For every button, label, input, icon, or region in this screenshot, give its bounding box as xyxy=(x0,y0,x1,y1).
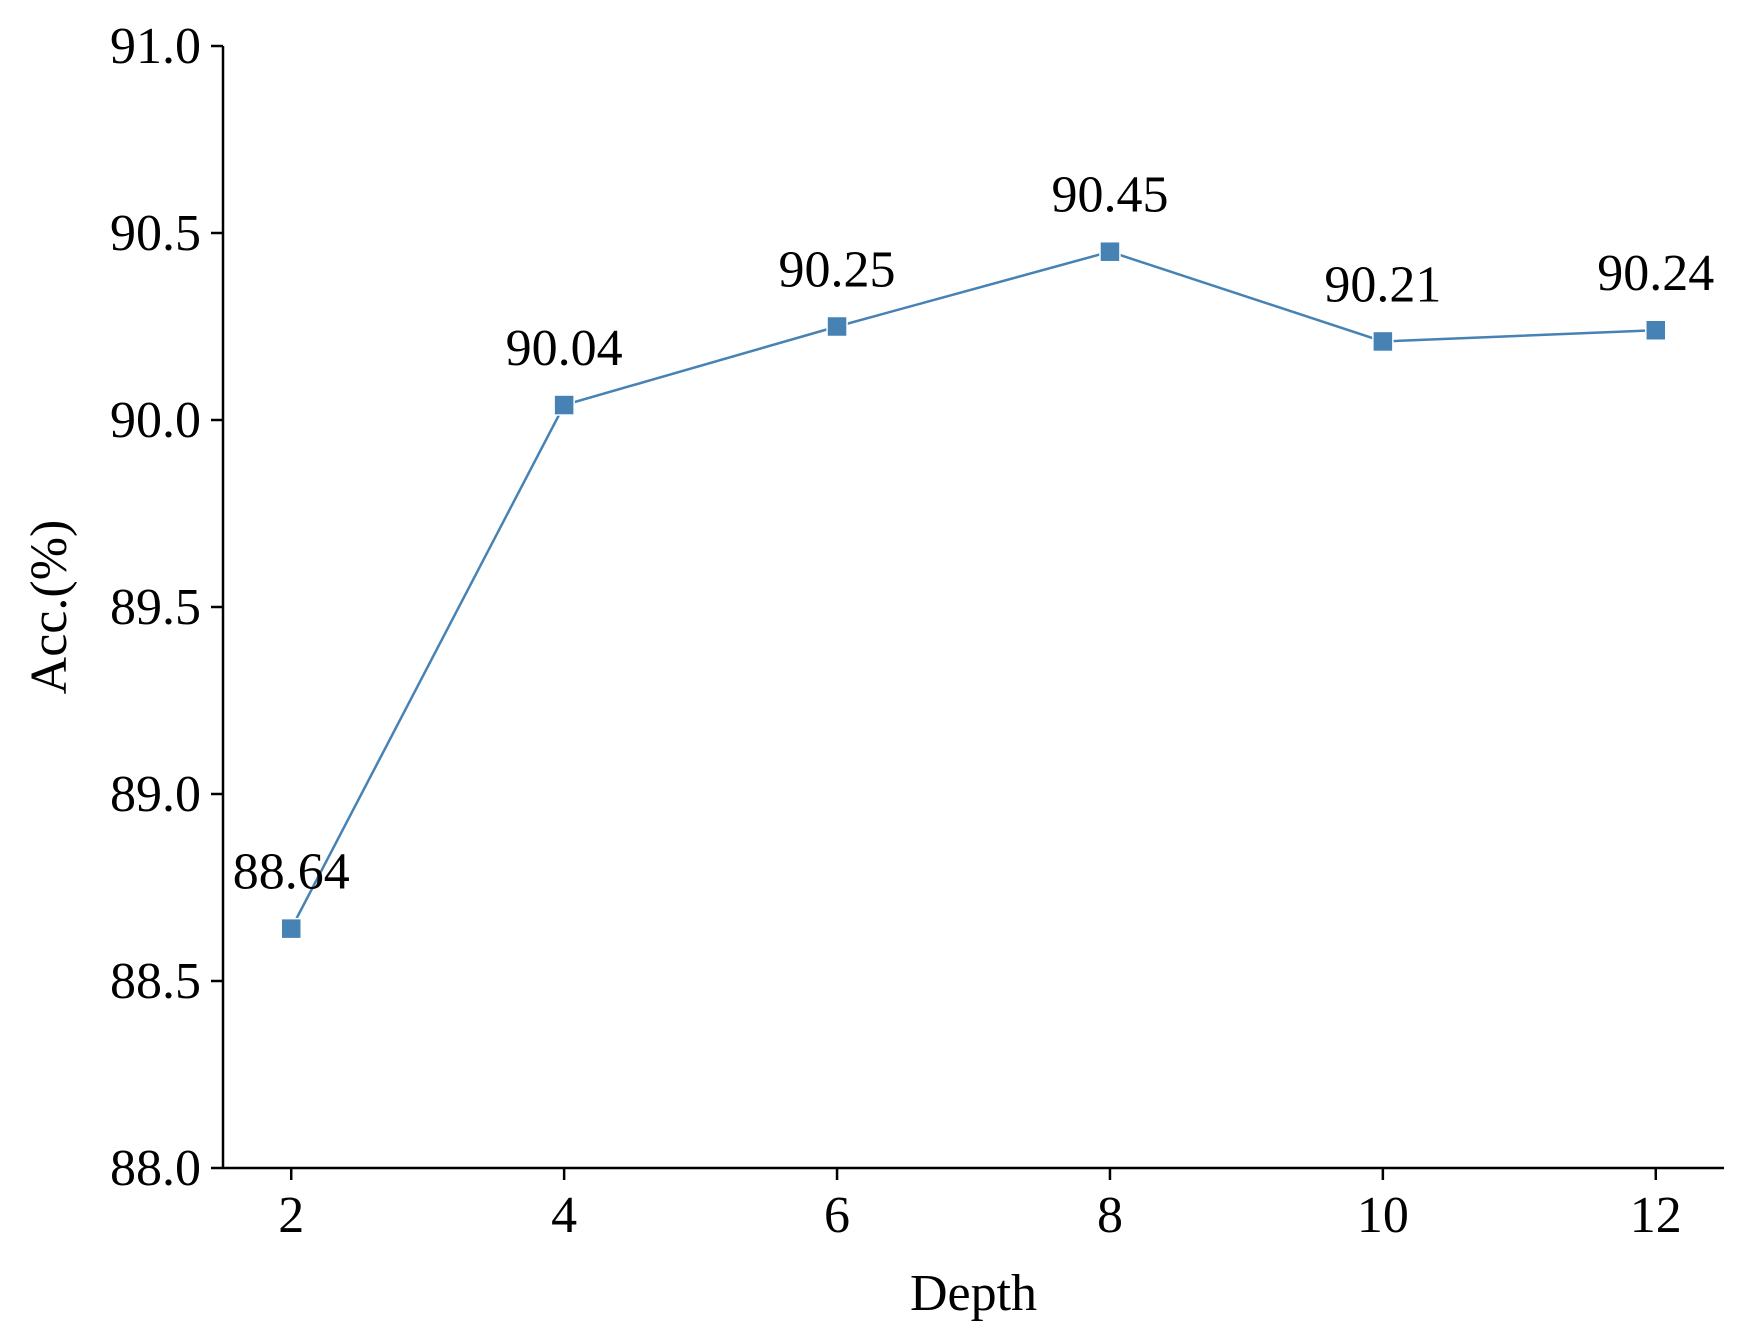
data-label: 90.45 xyxy=(1051,167,1168,224)
y-tick-label: 88.5 xyxy=(110,953,201,1010)
data-label: 90.21 xyxy=(1324,256,1441,313)
data-point-marker xyxy=(280,917,302,940)
x-tick-label: 2 xyxy=(278,1187,304,1244)
data-label: 88.64 xyxy=(233,844,350,901)
data-label: 90.25 xyxy=(779,242,896,299)
y-tick-label: 90.5 xyxy=(110,205,201,262)
x-tick-label: 10 xyxy=(1357,1187,1409,1244)
series-line xyxy=(290,250,1656,930)
x-tick-label: 8 xyxy=(1097,1187,1123,1244)
y-tick-label: 88.0 xyxy=(110,1140,201,1197)
y-tick-label: 89.5 xyxy=(110,579,201,636)
data-point-marker xyxy=(1099,240,1121,263)
data-point-marker xyxy=(826,315,848,338)
data-label: 90.24 xyxy=(1597,245,1714,302)
x-tick-label: 6 xyxy=(824,1187,850,1244)
x-tick-label: 4 xyxy=(551,1187,577,1244)
axes xyxy=(221,46,1724,1170)
data-point-marker xyxy=(553,394,575,416)
x-tick-label: 12 xyxy=(1630,1187,1682,1244)
y-axis-title: Acc.(%) xyxy=(21,520,78,695)
data-labels: 88.64 90.04 90.25 90.45 90.21 90.24 xyxy=(233,167,1715,901)
data-label: 90.04 xyxy=(506,320,623,377)
ticks: 88.0 88.5 89.0 89.5 90.0 90.5 91.0 2 4 6 8 10 12 xyxy=(110,18,1682,1244)
data-point-marker xyxy=(1645,319,1667,341)
y-tick-label: 90.0 xyxy=(110,392,201,449)
data-point-marker xyxy=(1372,330,1394,353)
y-tick-label: 91.0 xyxy=(110,18,201,75)
y-tick-label: 89.0 xyxy=(110,766,201,823)
series xyxy=(280,240,1667,940)
x-axis-title: Depth xyxy=(910,1265,1037,1322)
